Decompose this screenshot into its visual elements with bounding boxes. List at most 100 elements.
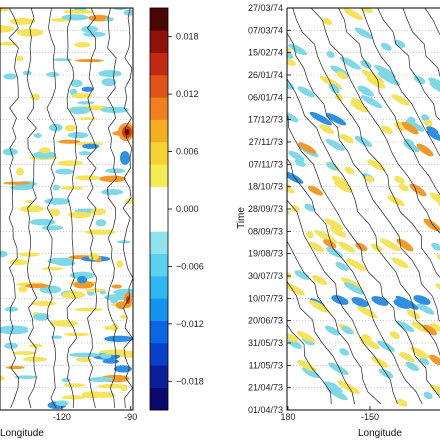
left-anomaly-patch — [2, 148, 18, 156]
right-y-tick-label: 20/06/73 — [248, 316, 283, 326]
right-anomaly-streak — [291, 205, 300, 213]
right-y-tick-label: 11/05/73 — [249, 360, 283, 370]
right-contour-line — [287, 199, 398, 405]
right-anomaly-streak — [429, 82, 440, 94]
right-anomaly-streak — [287, 111, 299, 123]
left-contour-line — [46, 8, 57, 409]
right-anomaly-streak — [294, 270, 310, 280]
right-anomaly-streak — [396, 398, 408, 407]
right-anomaly-streak — [339, 133, 354, 144]
right-anomaly-streak — [394, 39, 406, 48]
colorbar-tick-label: 0.006 — [176, 147, 199, 157]
right-anomaly-streak — [391, 94, 410, 106]
right-anomaly-streak — [430, 384, 440, 398]
left-anomaly-patch — [55, 400, 69, 407]
left-anomaly-patch — [49, 208, 61, 217]
right-positive-streak — [429, 354, 440, 366]
right-strong-positive-streak — [401, 121, 419, 135]
left-anomaly-patch — [12, 351, 38, 355]
right-anomaly-streak — [361, 70, 384, 84]
right-anomaly-streak — [297, 86, 315, 98]
right-anomaly-streak — [322, 17, 333, 26]
right-panel: 01/04/73 21/04/73 11/05/73 31/05/73 20/06/73… — [236, 3, 440, 439]
left-contour-line — [26, 8, 38, 409]
left-anomaly-patch — [77, 101, 95, 105]
left-anomaly-patch — [52, 58, 72, 62]
right-anomaly-streak — [287, 179, 295, 194]
right-strong-positive-streak — [396, 238, 414, 252]
left-contours — [8, 8, 133, 409]
right-contour-line — [338, 8, 440, 196]
left-anomaly-patch — [64, 332, 90, 337]
colorbar-cell — [150, 253, 168, 277]
right-anomaly-streak — [360, 95, 383, 109]
right-y-tick-label: 06/01/74 — [248, 92, 283, 102]
left-anomaly-patch — [78, 117, 97, 121]
left-anomaly-patch — [112, 8, 127, 11]
right-anomaly-streak — [389, 331, 401, 340]
right-strong-negative-streak — [393, 299, 411, 309]
left-anomaly-patch — [64, 124, 77, 132]
colorbar-cell — [150, 75, 168, 98]
colorbar-cell — [150, 119, 168, 143]
left-anomaly-patch — [3, 73, 17, 80]
left-x-ticks: -120 -90 — [53, 406, 137, 422]
right-contour-line — [287, 280, 355, 405]
left-anomaly-patch — [104, 335, 133, 342]
colorbar-tick-label: −0.006 — [176, 261, 204, 271]
left-anomaly-patch — [15, 167, 24, 176]
right-anomaly-streak — [314, 230, 338, 244]
colorbar-tick-label: 0.000 — [176, 204, 199, 214]
left-anomaly-patch — [88, 252, 99, 261]
right-anomaly-streak — [350, 101, 369, 113]
left-anomaly-patch — [61, 378, 71, 383]
right-anomaly-streak — [341, 326, 354, 335]
right-anomaly-streak — [377, 72, 401, 86]
left-anomaly-patch — [67, 211, 92, 219]
left-anomaly-patch — [101, 78, 117, 87]
left-anomaly-patch — [0, 250, 8, 258]
right-contour-line — [402, 8, 440, 78]
left-anomaly-patch — [28, 343, 43, 348]
right-anomaly-streak — [328, 382, 338, 391]
right-y-tick-label: 19/08/73 — [248, 249, 283, 259]
colorbar-cell — [150, 231, 168, 254]
right-anomaly-streak — [380, 42, 392, 51]
right-anomaly-streak — [297, 142, 317, 154]
right-anomaly-streak — [326, 387, 348, 401]
left-anomaly-patch — [88, 376, 115, 383]
right-y-tick-label: 17/12/73 — [248, 115, 283, 125]
right-anomaly-streak — [377, 340, 395, 352]
left-anomaly-patch — [33, 313, 50, 321]
left-anomaly-patch — [58, 139, 81, 144]
left-anomaly-patch — [0, 8, 10, 12]
right-x-ticks: 180 -150 — [280, 406, 379, 422]
left-anomaly-patch — [0, 375, 5, 381]
right-anomaly-streak — [403, 141, 420, 153]
left-anomaly-patch — [74, 58, 105, 63]
left-anomaly-patch — [111, 284, 122, 289]
left-anomaly-patch — [105, 168, 126, 174]
right-anomaly-streak — [345, 258, 367, 271]
left-anomaly-patch — [74, 175, 101, 181]
colorbar-cell — [150, 30, 168, 53]
right-x-axis-label: Longitude — [358, 428, 402, 439]
left-anomaly-patch — [33, 151, 57, 159]
right-y-tick-label: 08/09/73 — [248, 226, 283, 236]
right-anomaly-streak — [343, 282, 365, 295]
right-y-tick-label: 10/07/73 — [248, 293, 283, 303]
right-contour-line — [287, 157, 423, 405]
colorbar-cell — [150, 365, 168, 388]
left-anomaly-patch — [67, 132, 89, 139]
right-anomaly-streak — [287, 271, 292, 279]
colorbar-cell — [150, 142, 168, 165]
right-contour-line — [287, 323, 332, 405]
left-anomaly-patch — [81, 25, 99, 33]
left-anomaly-patch — [99, 290, 106, 295]
right-anomaly-streak — [421, 114, 430, 122]
left-anomaly-patch — [44, 197, 71, 205]
right-strong-positive-streak — [416, 143, 434, 157]
colorbar-tick-label: −0.012 — [176, 319, 204, 329]
colorbar-cells — [150, 8, 168, 411]
colorbar-cell — [150, 320, 168, 344]
